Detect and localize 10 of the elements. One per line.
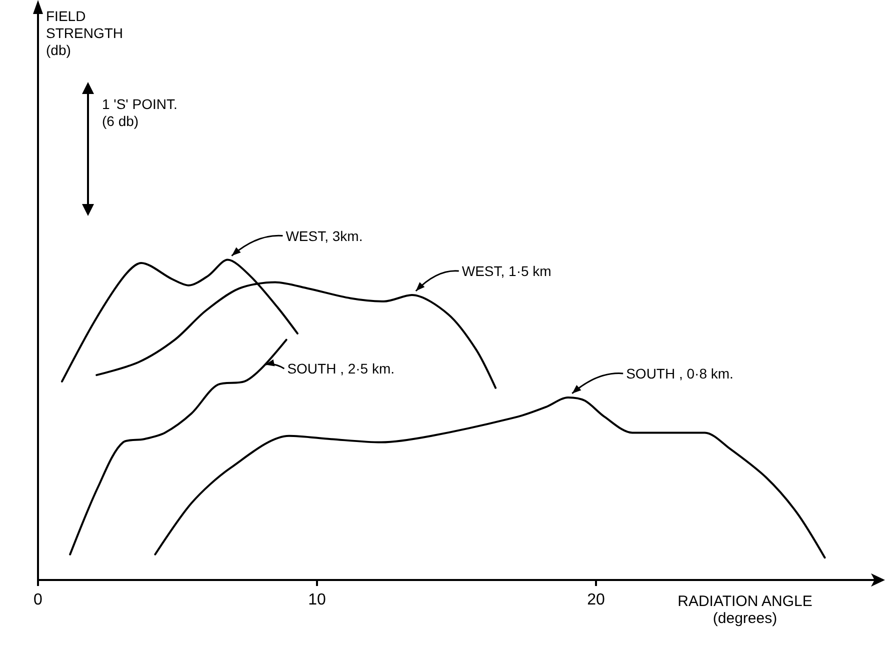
text: SOUTH , 0·8 km. xyxy=(626,365,734,382)
x-tick-label: 0 xyxy=(34,592,43,608)
text: 1 'S' POINT. (6 db) xyxy=(102,96,178,130)
text: WEST, 3km. xyxy=(286,228,363,244)
legend-label: SOUTH , 2·5 km. xyxy=(287,360,395,377)
x-axis-title: RADIATION ANGLE (degrees) xyxy=(676,593,814,627)
x-tick-label: 20 xyxy=(587,592,605,608)
text: FIELD STRENGTH (db) xyxy=(46,8,123,59)
text: WEST, 1·5 km xyxy=(462,263,552,279)
x-tick-label: 10 xyxy=(308,592,326,608)
